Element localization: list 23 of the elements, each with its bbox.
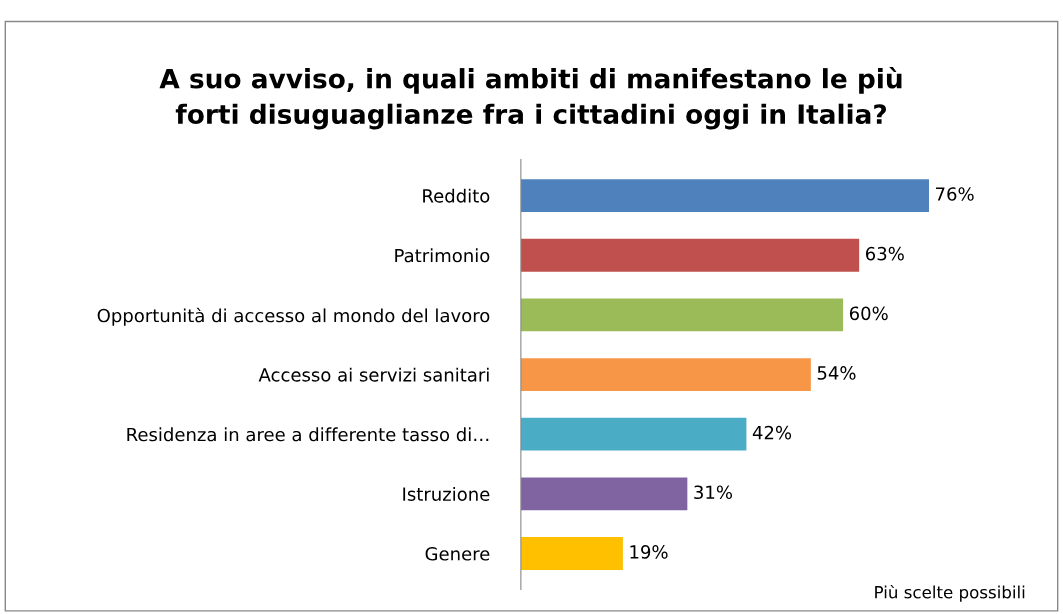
bar bbox=[520, 477, 688, 511]
annotation: Più scelte possibili bbox=[875, 584, 1025, 602]
data-label: 63% bbox=[865, 246, 904, 261]
data-label: 60% bbox=[849, 306, 888, 321]
data-label: 42% bbox=[752, 425, 792, 440]
bar bbox=[520, 537, 623, 570]
y-tick-label: Reddito bbox=[423, 188, 490, 203]
data-label: 54% bbox=[817, 366, 856, 380]
bar bbox=[520, 298, 844, 332]
data-label: 31% bbox=[694, 485, 733, 500]
bar bbox=[520, 179, 929, 212]
y-tick-label: Accesso ai servizi sanitari bbox=[258, 367, 489, 382]
bar bbox=[520, 417, 747, 451]
chart-title: A suo avviso, in quali ambiti di manifestano le più forti disuguaglianze fra i cittadini oggi in Italia? bbox=[159, 67, 902, 130]
data-label: 76% bbox=[936, 187, 974, 201]
y-tick-label: Patrimonio bbox=[395, 248, 490, 263]
y-tick-label: Opportunità di accesso al mondo del lavoro bbox=[97, 307, 490, 326]
bar bbox=[520, 358, 811, 391]
y-tick-label: Genere bbox=[425, 546, 490, 561]
y-tick-label: Residenza in aree a differente tasso di… bbox=[127, 427, 489, 442]
bar bbox=[520, 238, 860, 272]
y-tick-label: Istruzione bbox=[403, 486, 490, 501]
data-label: 19% bbox=[630, 545, 668, 559]
